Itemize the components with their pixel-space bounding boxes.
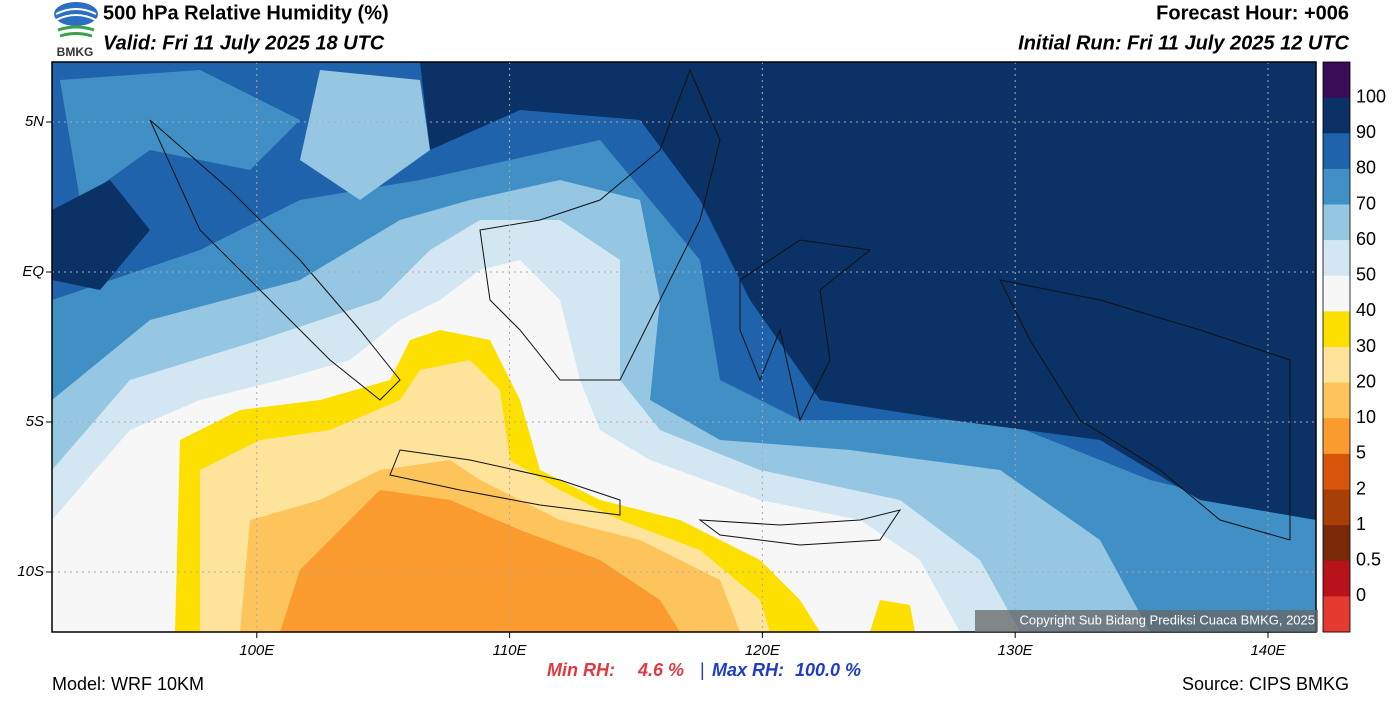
x-tick-label: 110E (493, 642, 528, 659)
colorbar-label: 100 (1356, 86, 1386, 106)
min-rh-label: Min RH: (547, 660, 615, 680)
colorbar-label: 40 (1356, 300, 1376, 320)
source: Source: CIPS BMKG (1182, 674, 1349, 694)
colorbar-swatch (1323, 133, 1350, 170)
separator: | (700, 660, 705, 680)
max-rh-label: Max RH: (712, 660, 784, 680)
humidity-field (52, 62, 1316, 632)
colorbar-swatch (1323, 168, 1350, 205)
colorbar-swatch (1323, 62, 1350, 99)
colorbar-swatch (1323, 382, 1350, 419)
y-tick-label: EQ (22, 263, 44, 280)
colorbar-label: 60 (1356, 229, 1376, 249)
colorbar-label: 30 (1356, 336, 1376, 356)
copyright-box (975, 610, 1318, 632)
colorbar-label: 5 (1356, 443, 1366, 463)
colorbar-label: 20 (1356, 371, 1376, 391)
colorbar-swatch (1323, 204, 1350, 241)
title: 500 hPa Relative Humidity (%) (103, 2, 389, 24)
colorbar-swatch (1323, 489, 1350, 526)
colorbar-swatch (1323, 453, 1350, 490)
y-tick-label: 5N (25, 113, 44, 130)
colorbar-label: 70 (1356, 193, 1376, 213)
min-rh: 4.6 % (637, 660, 684, 680)
x-tick-label: 100E (239, 642, 275, 659)
colorbar-label: 1 (1356, 514, 1366, 534)
colorbar-swatch (1323, 418, 1350, 455)
initial-run: Initial Run: Fri 11 July 2025 12 UTC (1018, 32, 1349, 54)
max-rh: 100.0 % (795, 660, 861, 680)
map-frame (51, 61, 1317, 633)
graticule (52, 62, 1316, 632)
colorbar-label: 50 (1356, 265, 1376, 285)
colorbar-label: 0.5 (1356, 550, 1381, 570)
colorbar-swatch (1323, 347, 1350, 384)
logo: BMKG (54, 2, 98, 59)
model: Model: WRF 10KM (52, 674, 204, 694)
colorbar-swatch (1323, 525, 1350, 562)
colorbar-swatch (1323, 275, 1350, 312)
colorbar-label: 10 (1356, 407, 1376, 427)
colorbar-label: 0 (1356, 585, 1366, 605)
forecast-hour: Forecast Hour: +006 (1156, 2, 1349, 24)
colorbar: 100 90 80 70 60 50 40 30 20 10 5 2 1 0.5 0 (1322, 61, 1386, 633)
valid-time: Valid: Fri 11 July 2025 18 UTC (103, 32, 385, 54)
x-tick-label: 130E (998, 642, 1034, 659)
colorbar-frame (1322, 61, 1351, 633)
colorbar-swatch (1323, 596, 1350, 633)
colorbar-label: 80 (1356, 158, 1376, 178)
colorbar-swatch (1323, 240, 1350, 277)
logo-text: BMKG (57, 45, 94, 59)
y-tick-label: 10S (17, 563, 44, 580)
x-tick-label: 140E (1250, 642, 1286, 659)
colorbar-swatch (1323, 97, 1350, 134)
y-tick-label: 5S (26, 413, 44, 430)
colorbar-swatch (1323, 560, 1350, 597)
colorbar-swatch (1323, 311, 1350, 348)
colorbar-label: 90 (1356, 122, 1376, 142)
colorbar-label: 2 (1356, 478, 1366, 498)
copyright: Copyright Sub Bidang Prediksi Cuaca BMKG… (1019, 612, 1315, 627)
x-tick-label: 120E (745, 642, 781, 659)
